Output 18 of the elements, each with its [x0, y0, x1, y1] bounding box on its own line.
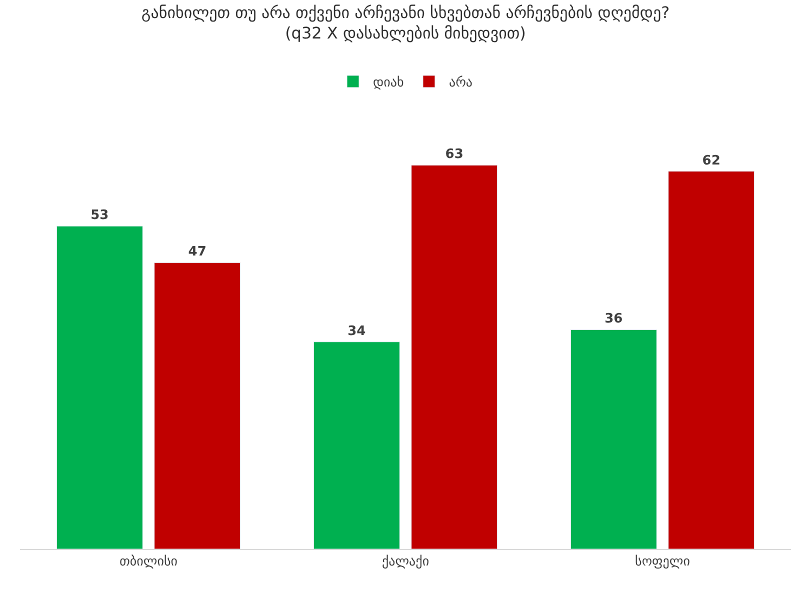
- legend-label: არა: [448, 76, 473, 91]
- data-label: 53: [90, 208, 109, 224]
- data-label: 36: [604, 312, 623, 327]
- bar: [411, 164, 498, 549]
- data-label: 47: [188, 244, 206, 260]
- x-tick-label: ქალაქი: [382, 554, 430, 570]
- bar: [313, 342, 400, 549]
- data-label: 62: [702, 153, 720, 168]
- bar: [154, 262, 241, 549]
- bar: [668, 171, 755, 549]
- chart-title: განიხილეთ თუ არა თქვენი არჩევანი სხვებთან არჩევნების დღემდე? (q32 X დასახლების მიხედვით): [141, 2, 670, 43]
- x-tick-label: თბილისი: [120, 554, 178, 570]
- bar: [56, 226, 143, 549]
- bar: [570, 329, 657, 549]
- x-tick-label: სოფელი: [635, 554, 690, 570]
- data-label: 63: [445, 147, 464, 162]
- legend-label: დიახ: [373, 76, 404, 91]
- data-label: 34: [348, 324, 366, 339]
